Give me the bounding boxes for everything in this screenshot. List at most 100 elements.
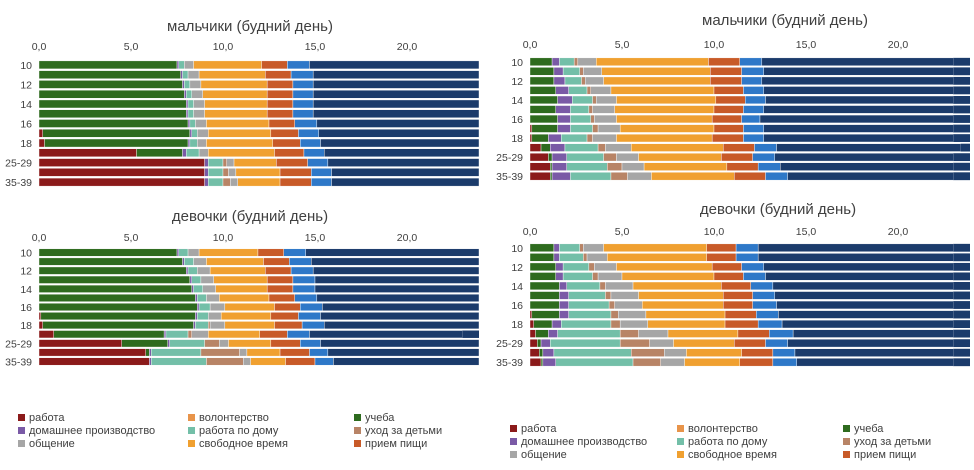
legend-label: работа bbox=[29, 412, 65, 424]
bar-segment bbox=[265, 266, 292, 275]
chart-title: девочки (будний день) bbox=[700, 201, 856, 218]
bar-segment bbox=[195, 119, 207, 128]
bar-segment bbox=[608, 300, 615, 310]
bar-segment bbox=[151, 357, 207, 366]
legend-swatch bbox=[354, 426, 361, 434]
bar-segment bbox=[583, 253, 588, 262]
bar-segment bbox=[603, 243, 707, 252]
bar-segment bbox=[38, 266, 187, 275]
bar-segment bbox=[550, 162, 553, 171]
bar-segment bbox=[197, 294, 207, 302]
bar-segment bbox=[651, 172, 735, 181]
bar-segment bbox=[568, 86, 588, 95]
bar-segment bbox=[266, 99, 294, 109]
bar-segment bbox=[38, 275, 191, 284]
legend-swatch bbox=[188, 413, 195, 421]
bar-segment bbox=[259, 330, 288, 339]
bar-segment bbox=[621, 162, 645, 171]
bar-segment bbox=[529, 358, 542, 367]
bar-segment bbox=[555, 358, 634, 367]
bar-segment bbox=[531, 124, 558, 133]
bar-segment bbox=[715, 95, 746, 105]
bar-segment bbox=[616, 95, 717, 105]
bar-segment bbox=[787, 172, 954, 181]
bar-segment bbox=[551, 162, 568, 171]
bar-segment bbox=[208, 321, 211, 330]
bar-segment bbox=[557, 124, 571, 133]
bar-segment bbox=[597, 272, 623, 281]
bar-segment bbox=[743, 124, 764, 133]
bar-segment bbox=[208, 312, 222, 320]
bar-segment bbox=[224, 303, 275, 311]
bar-segment bbox=[529, 95, 558, 105]
legend-label: общение bbox=[29, 438, 75, 450]
bar-segment bbox=[182, 70, 189, 79]
bar-segment bbox=[735, 243, 759, 252]
bar-segment bbox=[279, 168, 312, 177]
legend-swatch bbox=[843, 450, 850, 458]
bar-segment bbox=[763, 86, 954, 95]
bar-segment bbox=[312, 80, 480, 89]
bar-segment bbox=[189, 80, 202, 89]
bar-segment bbox=[953, 291, 970, 300]
bar-segment bbox=[270, 129, 299, 138]
bar-segment bbox=[763, 133, 954, 143]
bar-segment bbox=[222, 158, 227, 167]
bar-segment bbox=[752, 153, 775, 162]
bar-segment bbox=[185, 109, 189, 118]
bar-segment bbox=[529, 319, 534, 329]
bar-segment bbox=[529, 253, 555, 262]
bar-segment bbox=[38, 60, 178, 70]
bar-segment bbox=[187, 119, 191, 128]
bar-segment bbox=[723, 300, 753, 310]
bar-segment bbox=[197, 303, 200, 311]
bar-segment bbox=[734, 339, 766, 348]
bar-segment bbox=[586, 253, 608, 262]
bar-segment bbox=[550, 172, 553, 181]
bar-segment bbox=[309, 60, 480, 70]
bar-segment bbox=[209, 321, 226, 330]
bar-segment bbox=[607, 253, 707, 262]
bar-segment bbox=[568, 291, 606, 300]
x-tick-label: 5,0 bbox=[124, 232, 139, 244]
bar-segment bbox=[734, 172, 766, 181]
legend-label: работа bbox=[521, 423, 557, 435]
bar-segment bbox=[327, 348, 480, 357]
bar-segment bbox=[741, 67, 764, 76]
bar-segment bbox=[772, 358, 798, 367]
bar-segment bbox=[208, 148, 275, 158]
bar-segment bbox=[638, 291, 724, 300]
legend-item: работа bbox=[18, 412, 64, 425]
y-tick-label: 16 bbox=[511, 114, 523, 126]
chart-3: девочки (будний день) 0,0 5,0 10,0 15,0 20,0 1… bbox=[5, 208, 480, 368]
bar-segment bbox=[529, 76, 555, 85]
bar-segment bbox=[191, 330, 209, 339]
legend-item: работа bbox=[510, 423, 556, 436]
bar-segment bbox=[713, 124, 744, 133]
chart-title: девочки (будний день) bbox=[172, 208, 328, 225]
bar-segment bbox=[551, 57, 560, 66]
bar-segment bbox=[561, 319, 612, 329]
bar-segment bbox=[224, 321, 275, 330]
bar-segment bbox=[311, 168, 332, 177]
bar-segment bbox=[594, 262, 617, 271]
bar-segment bbox=[327, 158, 480, 167]
bar-segment bbox=[193, 321, 196, 330]
bar-segment bbox=[298, 129, 319, 138]
bar-segment bbox=[711, 262, 742, 271]
bar-segment bbox=[708, 57, 740, 66]
bar-segment bbox=[230, 177, 238, 187]
bar-segment bbox=[953, 243, 970, 252]
bar-segment bbox=[953, 282, 970, 290]
bar-segment bbox=[592, 272, 599, 281]
chart-1: мальчики (будний день) 0,0 5,0 10,0 15,0 20,0… bbox=[5, 18, 480, 189]
bar-segment bbox=[38, 168, 205, 177]
bar-segment bbox=[276, 158, 308, 167]
bar-segment bbox=[301, 321, 325, 330]
bar-segment bbox=[191, 284, 194, 293]
bar-segment bbox=[550, 339, 621, 348]
bar-segment bbox=[769, 329, 794, 338]
bar-segment bbox=[706, 253, 737, 262]
legend-swatch bbox=[354, 413, 361, 421]
bar-segment bbox=[331, 177, 480, 187]
